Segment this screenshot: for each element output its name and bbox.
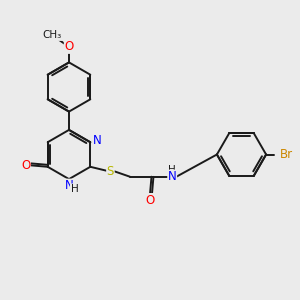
Text: N: N: [64, 179, 74, 192]
Text: O: O: [64, 40, 74, 53]
Text: N: N: [168, 170, 177, 183]
Text: CH₃: CH₃: [43, 30, 62, 40]
Text: H: H: [168, 165, 176, 175]
Text: H: H: [70, 184, 78, 194]
Text: Br: Br: [280, 148, 293, 161]
Text: O: O: [146, 194, 154, 207]
Text: N: N: [92, 134, 101, 147]
Text: O: O: [21, 159, 30, 172]
Text: S: S: [107, 165, 114, 178]
